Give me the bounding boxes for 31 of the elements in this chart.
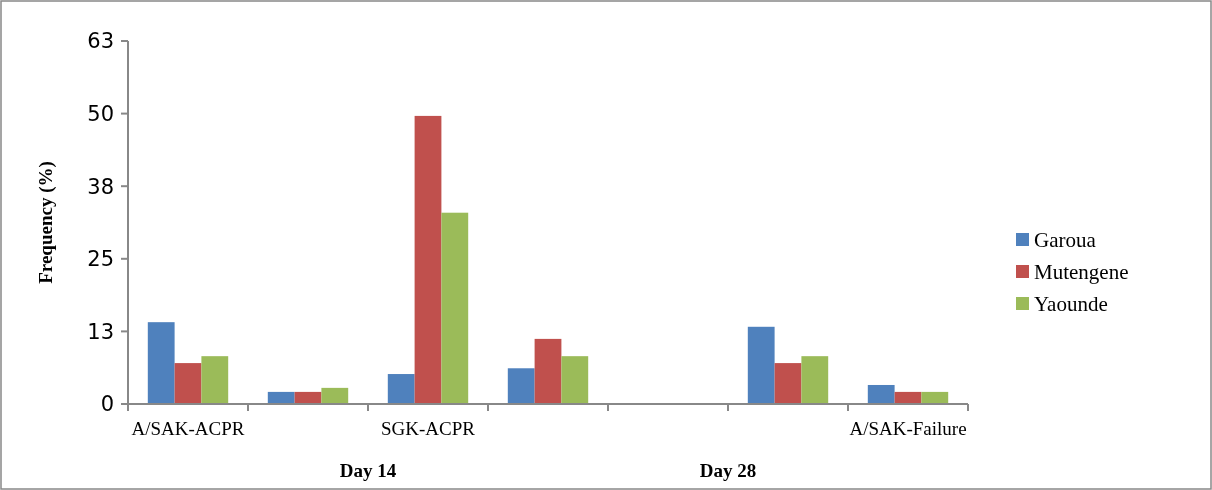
bar — [561, 356, 589, 404]
text: Day 28 — [699, 460, 757, 481]
bar — [174, 363, 202, 404]
bar — [774, 363, 802, 404]
bar — [321, 387, 349, 404]
x-tick-label: A/SAK-Failure — [849, 418, 967, 439]
bar — [747, 326, 775, 404]
bar — [507, 368, 535, 404]
legend-label: Garoua — [1034, 228, 1097, 253]
bar — [267, 391, 295, 404]
y-axis-title: Frequency (%) — [35, 161, 57, 284]
x-tick-label: SGK-ACPR — [381, 418, 476, 439]
bar — [867, 384, 895, 404]
bar — [387, 374, 415, 404]
bar — [921, 391, 949, 404]
bar — [414, 115, 442, 404]
y-tick-label: 13 — [87, 319, 114, 344]
bar — [441, 212, 469, 404]
y-tick-label: 63 — [87, 29, 114, 54]
legend-label: Mutengene — [1034, 260, 1129, 285]
x-tick-label: A/SAK-ACPR — [131, 418, 245, 439]
bar — [147, 322, 175, 404]
bar — [534, 338, 562, 404]
y-tick-label: 25 — [87, 247, 114, 272]
y-tick-label: 50 — [87, 101, 114, 126]
legend-label: Yaounde — [1034, 292, 1108, 317]
bar — [201, 356, 229, 404]
y-tick-label: 0 — [100, 392, 114, 417]
bar — [801, 356, 829, 404]
text: Day 14 — [339, 460, 397, 481]
y-tick-label: 38 — [87, 174, 114, 199]
